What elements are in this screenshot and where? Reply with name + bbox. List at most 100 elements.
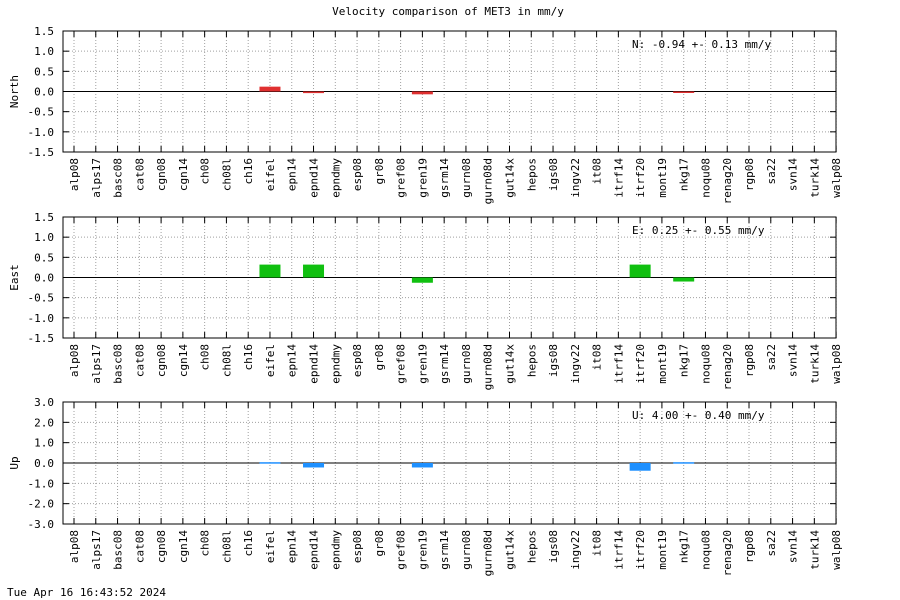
bar bbox=[303, 463, 325, 468]
x-tick-label: gref08 bbox=[395, 158, 408, 198]
x-tick-label: eifel bbox=[264, 530, 277, 563]
x-tick-label: igs08 bbox=[547, 344, 560, 377]
x-tick-label: ch16 bbox=[242, 530, 255, 557]
y-tick-label: -3.0 bbox=[28, 518, 55, 531]
x-tick-label: it08 bbox=[591, 344, 604, 371]
bar bbox=[259, 86, 281, 92]
x-tick-label: gsrm14 bbox=[438, 158, 451, 198]
x-tick-label: gurn08d bbox=[482, 158, 495, 204]
x-tick-label: basc08 bbox=[112, 344, 125, 384]
summary-label: N: -0.94 +- 0.13 mm/y bbox=[632, 38, 771, 51]
bar bbox=[673, 91, 695, 93]
bar bbox=[303, 264, 325, 278]
x-tick-label: cgn14 bbox=[177, 530, 190, 563]
x-tick-label: svn14 bbox=[787, 158, 800, 191]
x-tick-label: hepos bbox=[525, 344, 538, 377]
x-tick-label: epndmy bbox=[329, 344, 342, 384]
x-tick-label: gurn08d bbox=[482, 530, 495, 576]
x-tick-label: basc08 bbox=[112, 530, 125, 570]
x-tick-label: renag20 bbox=[721, 158, 734, 204]
x-tick-label: gref08 bbox=[395, 344, 408, 384]
x-tick-label: ch16 bbox=[242, 344, 255, 371]
x-tick-label: itrf14 bbox=[612, 530, 625, 570]
y-tick-label: 0.5 bbox=[34, 251, 54, 264]
x-tick-label: sa22 bbox=[765, 530, 778, 557]
y-tick-label: -1.5 bbox=[28, 146, 55, 159]
x-tick-label: walp08 bbox=[830, 344, 843, 384]
x-tick-label: gsrm14 bbox=[438, 530, 451, 570]
x-tick-label: noqu08 bbox=[699, 344, 712, 384]
x-tick-label: sa22 bbox=[765, 158, 778, 185]
x-tick-label: ingv22 bbox=[569, 530, 582, 570]
y-tick-label: 0.0 bbox=[34, 457, 54, 470]
x-tick-label: noqu08 bbox=[699, 530, 712, 570]
x-tick-label: rgp08 bbox=[743, 158, 756, 191]
x-tick-label: mont19 bbox=[656, 158, 669, 198]
bar bbox=[411, 91, 433, 95]
x-tick-label: alps17 bbox=[90, 158, 103, 198]
x-tick-label: alp08 bbox=[68, 344, 81, 377]
y-tick-label: 0.0 bbox=[34, 272, 54, 285]
x-tick-label: gr08 bbox=[373, 344, 386, 371]
x-tick-label: nkg17 bbox=[678, 344, 691, 377]
x-tick-label: cgn14 bbox=[177, 158, 190, 191]
x-tick-label: eifel bbox=[264, 158, 277, 191]
x-tick-label: mont19 bbox=[656, 344, 669, 384]
y-tick-label: -2.0 bbox=[28, 498, 55, 511]
y-tick-label: 1.5 bbox=[34, 211, 54, 224]
x-tick-label: gref08 bbox=[395, 530, 408, 570]
y-tick-label: 1.0 bbox=[34, 231, 54, 244]
x-tick-label: noqu08 bbox=[699, 158, 712, 198]
bar bbox=[259, 264, 281, 278]
plot-frame bbox=[62, 30, 837, 153]
plot-frame bbox=[62, 216, 837, 339]
x-tick-label: gr08 bbox=[373, 530, 386, 557]
x-tick-label: cat08 bbox=[133, 158, 146, 191]
y-tick-label: -1.0 bbox=[28, 312, 55, 325]
x-tick-label: epndmy bbox=[329, 158, 342, 198]
bar bbox=[411, 463, 433, 468]
y-tick-label: -1.0 bbox=[28, 126, 55, 139]
x-tick-label: epndmy bbox=[329, 530, 342, 570]
y-tick-label: 3.0 bbox=[34, 396, 54, 409]
x-tick-label: it08 bbox=[591, 530, 604, 557]
x-tick-label: walp08 bbox=[830, 158, 843, 198]
x-tick-label: ch16 bbox=[242, 158, 255, 185]
x-tick-label: epnd14 bbox=[308, 344, 321, 384]
x-tick-label: gut14x bbox=[503, 530, 516, 570]
x-tick-label: gren19 bbox=[416, 344, 429, 384]
x-tick-label: ch08l bbox=[220, 344, 233, 377]
x-tick-label: ingv22 bbox=[569, 158, 582, 198]
x-tick-label: itrf20 bbox=[634, 158, 647, 198]
y-tick-label: -0.5 bbox=[28, 106, 55, 119]
x-tick-label: turk14 bbox=[808, 158, 821, 198]
x-tick-label: nkg17 bbox=[678, 530, 691, 563]
x-tick-label: itrf20 bbox=[634, 530, 647, 570]
y-axis-label: North bbox=[8, 75, 21, 108]
summary-label: U: 4.00 +- 0.40 mm/y bbox=[632, 409, 765, 422]
x-tick-label: ch08l bbox=[220, 158, 233, 191]
bar bbox=[411, 277, 433, 283]
x-tick-label: alps17 bbox=[90, 344, 103, 384]
y-tick-label: -0.5 bbox=[28, 292, 55, 305]
plot-frame bbox=[62, 401, 837, 525]
x-tick-label: cgn14 bbox=[177, 344, 190, 377]
bar bbox=[629, 463, 651, 471]
x-tick-label: gurn08 bbox=[460, 158, 473, 198]
x-tick-label: gr08 bbox=[373, 158, 386, 185]
y-tick-label: -1.0 bbox=[28, 477, 55, 490]
x-tick-label: gut14x bbox=[503, 158, 516, 198]
x-tick-label: cgn08 bbox=[155, 158, 168, 191]
x-tick-label: ingv22 bbox=[569, 344, 582, 384]
x-tick-label: gsrm14 bbox=[438, 344, 451, 384]
y-tick-label: 0.0 bbox=[34, 86, 54, 99]
bar bbox=[259, 462, 281, 464]
bar bbox=[629, 264, 651, 278]
x-tick-label: svn14 bbox=[787, 344, 800, 377]
y-axis-label: East bbox=[8, 264, 21, 291]
x-tick-label: itrf14 bbox=[612, 344, 625, 384]
x-tick-label: esp08 bbox=[351, 530, 364, 563]
x-tick-label: hepos bbox=[525, 530, 538, 563]
x-tick-label: cat08 bbox=[133, 344, 146, 377]
